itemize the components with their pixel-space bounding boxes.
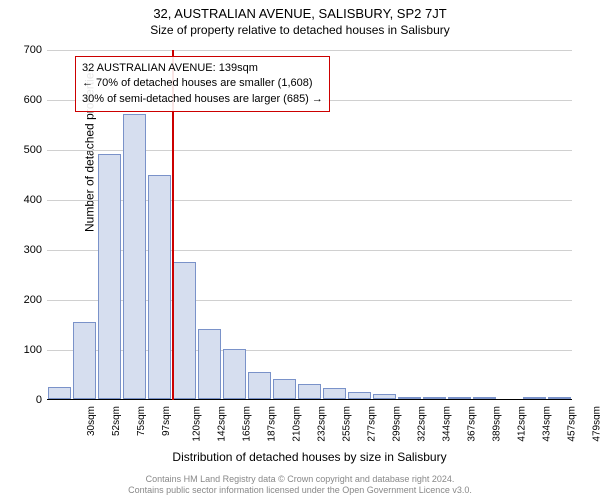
y-tick: 0	[36, 394, 42, 406]
x-tick: 187sqm	[266, 406, 277, 442]
x-tick: 232sqm	[316, 406, 327, 442]
x-tick: 97sqm	[161, 406, 172, 436]
y-tick: 100	[24, 344, 42, 356]
x-tick: 322sqm	[416, 406, 427, 442]
bar	[298, 384, 321, 399]
bar	[123, 114, 146, 399]
bar	[173, 262, 196, 400]
x-tick: 255sqm	[341, 406, 352, 442]
y-tick: 600	[24, 94, 42, 106]
footer-line-1: Contains HM Land Registry data © Crown c…	[0, 474, 600, 486]
plot-region: 32 AUSTRALIAN AVENUE: 139sqm ← 70% of de…	[47, 50, 572, 400]
x-axis-label: Distribution of detached houses by size …	[47, 450, 572, 464]
bar	[548, 397, 571, 399]
x-tick: 165sqm	[241, 406, 252, 442]
bar	[523, 397, 546, 399]
bar	[273, 379, 296, 399]
x-tick: 120sqm	[191, 406, 202, 442]
x-tick: 457sqm	[566, 406, 577, 442]
bar	[448, 397, 471, 399]
x-tick: 434sqm	[541, 406, 552, 442]
bar	[348, 392, 371, 400]
bar	[48, 387, 71, 400]
bar	[98, 154, 121, 399]
x-tick: 389sqm	[491, 406, 502, 442]
x-tick: 479sqm	[591, 406, 600, 442]
bar	[323, 388, 346, 399]
x-tick: 344sqm	[441, 406, 452, 442]
callout-line-2: ← 70% of detached houses are smaller (1,…	[82, 76, 323, 91]
bar	[223, 349, 246, 399]
x-tick: 30sqm	[86, 406, 97, 436]
y-tick: 300	[24, 244, 42, 256]
sub-title: Size of property relative to detached ho…	[0, 21, 600, 37]
y-tick: 700	[24, 44, 42, 56]
x-tick: 210sqm	[291, 406, 302, 442]
bar	[473, 397, 496, 399]
footer: Contains HM Land Registry data © Crown c…	[0, 474, 600, 497]
callout-line-3: 30% of semi-detached houses are larger (…	[82, 92, 323, 107]
bar	[148, 175, 171, 399]
y-tick: 500	[24, 144, 42, 156]
x-tick: 277sqm	[366, 406, 377, 442]
bar	[73, 322, 96, 400]
bar	[373, 394, 396, 399]
chart-area: Number of detached properties 32 AUSTRAL…	[47, 50, 572, 400]
bar	[423, 397, 446, 400]
bar	[198, 329, 221, 399]
bar	[248, 372, 271, 400]
y-tick: 400	[24, 194, 42, 206]
callout-line-1: 32 AUSTRALIAN AVENUE: 139sqm	[82, 61, 323, 76]
x-tick: 52sqm	[111, 406, 122, 436]
bar	[398, 397, 421, 400]
x-tick: 75sqm	[136, 406, 147, 436]
main-title: 32, AUSTRALIAN AVENUE, SALISBURY, SP2 7J…	[0, 0, 600, 21]
x-tick: 367sqm	[466, 406, 477, 442]
x-tick: 142sqm	[216, 406, 227, 442]
x-tick: 412sqm	[516, 406, 527, 442]
callout-box: 32 AUSTRALIAN AVENUE: 139sqm ← 70% of de…	[75, 56, 330, 112]
footer-line-2: Contains public sector information licen…	[0, 485, 600, 497]
y-tick: 200	[24, 294, 42, 306]
x-tick: 299sqm	[391, 406, 402, 442]
